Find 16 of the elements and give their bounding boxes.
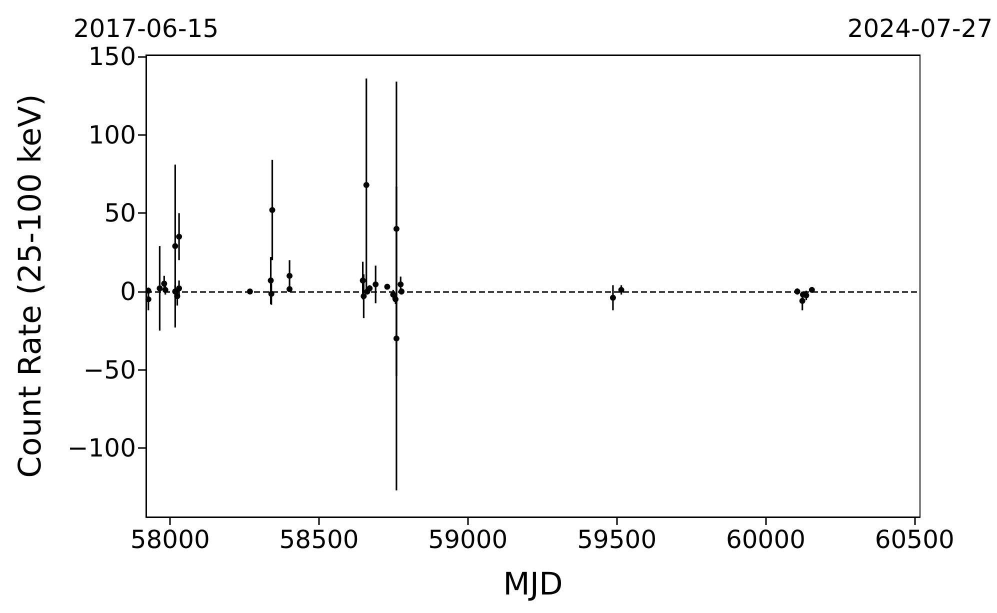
y-tick-label: 100: [88, 120, 136, 150]
x-tick-label: 60500: [874, 525, 954, 554]
x2-tick-label: 2024-07-27: [847, 14, 993, 43]
y-axis-title: Count Rate (25-100 keV): [12, 94, 48, 478]
y-tick-label: 50: [104, 198, 136, 228]
y-tick-label: −50: [83, 355, 136, 384]
x-tick-label: 59000: [428, 525, 508, 554]
x-tick-label: 60000: [726, 525, 806, 554]
x-tick-label: 58000: [130, 525, 210, 554]
x2-tick-label: 2017-06-15: [73, 14, 219, 43]
y-tick-label: 0: [120, 276, 136, 306]
x-axis-title: MJD: [503, 566, 563, 602]
y-tick-label: −100: [67, 434, 136, 463]
x-tick-label: 58500: [279, 525, 359, 554]
y-tick-label: 150: [88, 42, 136, 72]
x-tick-label: 59500: [577, 525, 657, 554]
